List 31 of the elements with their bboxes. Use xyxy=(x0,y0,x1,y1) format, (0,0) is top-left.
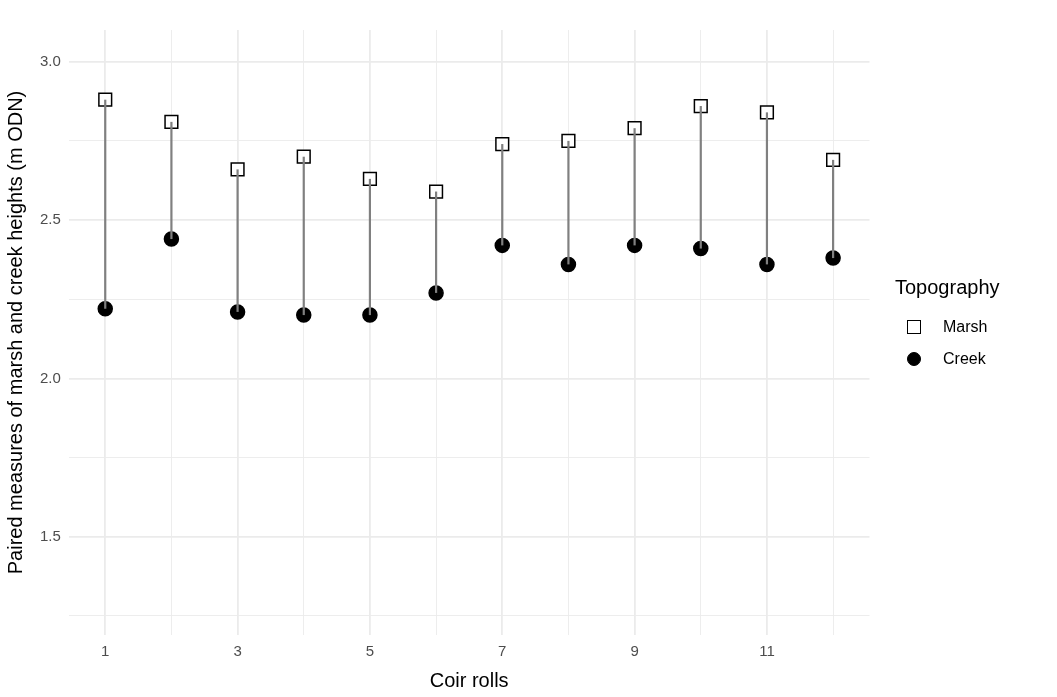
point xyxy=(495,136,510,152)
point xyxy=(296,307,312,323)
y-tick-label: 2.5 xyxy=(39,210,61,228)
x-tick-label: 5 xyxy=(365,642,375,660)
x-tick-label: 3 xyxy=(233,642,242,660)
legend-title: Topography xyxy=(895,276,1000,299)
point xyxy=(693,240,709,257)
legend-label: Marsh xyxy=(943,318,988,336)
x-axis-title: Coir rolls xyxy=(429,668,509,691)
point xyxy=(428,285,444,301)
y-tick-label: 1.5 xyxy=(39,526,61,544)
point xyxy=(98,92,113,107)
point xyxy=(362,307,378,323)
x-tick-label: 1 xyxy=(101,642,110,660)
point xyxy=(296,149,311,164)
point xyxy=(825,250,841,266)
y-tick-label: 3.0 xyxy=(39,51,61,69)
y-axis-title: Paired measures of marsh and creek heights (m ODN) xyxy=(3,90,26,575)
point xyxy=(428,184,444,199)
x-tick-label: 11 xyxy=(759,642,775,660)
x-tick-label: 7 xyxy=(498,642,507,660)
point xyxy=(825,152,841,167)
point xyxy=(494,237,511,254)
point xyxy=(97,300,113,317)
legend-label: Creek xyxy=(943,350,986,368)
point xyxy=(362,171,378,186)
point xyxy=(759,105,775,120)
point xyxy=(693,98,708,114)
point xyxy=(759,256,775,273)
y-tick-label: 2.0 xyxy=(39,368,61,386)
x-tick-label: 9 xyxy=(630,642,639,660)
